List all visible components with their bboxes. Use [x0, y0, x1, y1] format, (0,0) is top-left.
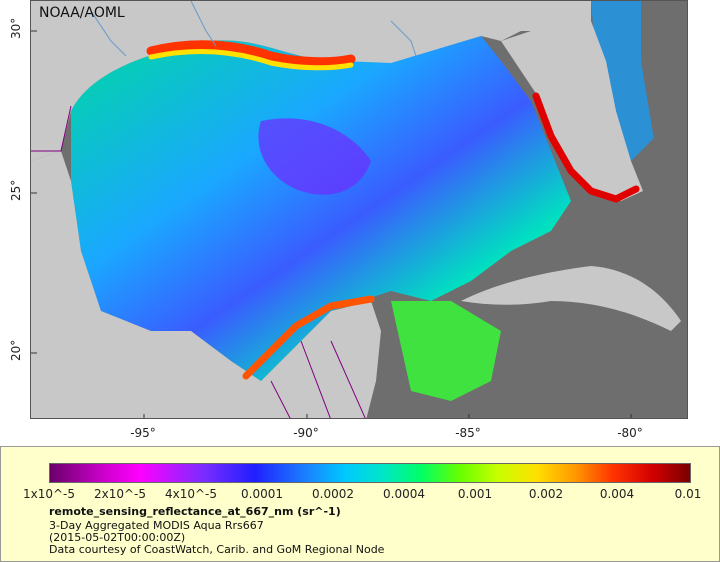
map-canvas — [31, 1, 687, 418]
lat-label-20: 20° — [9, 339, 23, 361]
legend-time: (2015-05-02T00:00:00Z) — [49, 531, 186, 544]
lat-label-30: 30° — [9, 17, 23, 39]
lat-label-25: 25° — [9, 179, 23, 201]
legend-title: remote_sensing_reflectance_at_667_nm (sr… — [49, 505, 341, 518]
colorbar-tick: 0.0001 — [241, 487, 283, 501]
land-mexico — [31, 151, 381, 418]
colorbar-tick: 0.0004 — [383, 487, 425, 501]
coastal-band-florida — [532, 92, 640, 203]
land-cuba — [461, 266, 681, 331]
colorbar-tick: 0.004 — [599, 487, 635, 501]
colorbar-tick: 2x10^-5 — [93, 487, 147, 501]
lon-label-80: -80° — [617, 426, 643, 440]
gulf-water-field — [71, 36, 571, 381]
coastal-band-yucatan — [242, 295, 375, 380]
river — [90, 1, 417, 57]
lat-ticks — [31, 30, 37, 354]
coastal-band-north-inner — [148, 48, 354, 71]
map-credit: NOAA/AOML — [39, 5, 125, 21]
lon-label-90: -90° — [293, 426, 319, 440]
legend-dataset: 3-Day Aggregated MODIS Aqua Rrs667 — [49, 519, 264, 532]
lon-ticks — [143, 414, 632, 418]
border-mexico-states — [270, 340, 366, 418]
colorbar-tick: 0.0002 — [312, 487, 354, 501]
legend-panel: 1x10^-5 2x10^-5 4x10^-5 0.0001 0.0002 0.… — [0, 446, 720, 562]
lon-label-85: -85° — [455, 426, 481, 440]
coastal-band-north — [146, 40, 356, 67]
lon-label-95: -95° — [130, 426, 156, 440]
colorbar-tick: 0.001 — [457, 487, 493, 501]
caribbean-green — [391, 301, 501, 401]
colorbar — [49, 463, 691, 483]
colorbar-tick: 0.002 — [528, 487, 564, 501]
map-area[interactable]: NOAA/AOML — [30, 0, 688, 419]
colorbar-tick: 0.01 — [674, 487, 702, 501]
land-north-america — [31, 1, 591, 161]
border-us-mexico — [31, 105, 72, 152]
central-gulf-purple — [258, 118, 371, 195]
colorbar-tick: 1x10^-5 — [22, 487, 76, 501]
land-florida — [501, 21, 643, 201]
colorbar-tick: 4x10^-5 — [164, 487, 218, 501]
legend-courtesy: Data courtesy of CoastWatch, Carib. and … — [49, 543, 385, 556]
